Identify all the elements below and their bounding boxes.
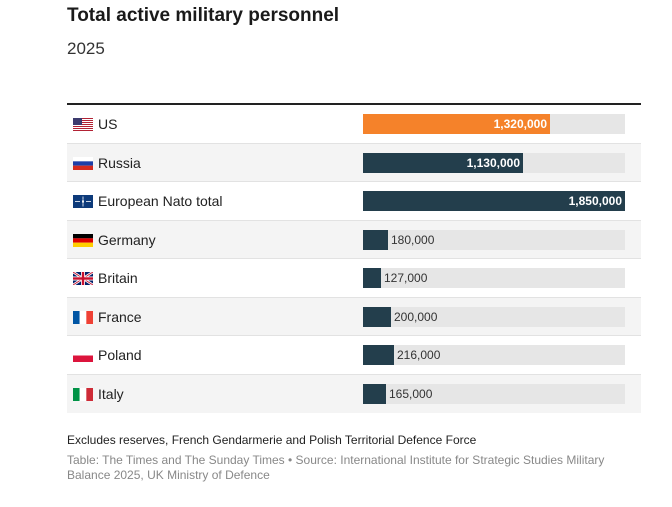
bar-track: 216,000 (363, 345, 625, 365)
bar-track: 1,320,000 (363, 114, 625, 134)
data-label: 1,850,000 (568, 194, 622, 208)
table-row: US 1,320,000 (67, 105, 641, 144)
chart-subtitle: 2025 (67, 39, 105, 58)
bar-britain (363, 268, 381, 288)
table-row: European Nato total 1,850,000 (67, 182, 641, 221)
bar-russia (363, 152, 523, 173)
table-row: Germany 180,000 (67, 220, 641, 259)
table-row: Russia 1,130,000 (67, 143, 641, 182)
category-label: US (98, 116, 118, 132)
footnote: Excludes reserves, French Gendarmerie an… (67, 433, 477, 447)
bar-track: 165,000 (363, 383, 625, 404)
data-label: 180,000 (391, 232, 435, 247)
us-flag-icon (73, 118, 93, 131)
category-label: Russia (98, 154, 141, 171)
nato-flag-icon (73, 195, 93, 208)
chart-title: Total active military personnel (67, 5, 340, 26)
category-label: Poland (98, 347, 142, 363)
bar-european-nato (363, 191, 625, 211)
table-row: Britain 127,000 (67, 259, 641, 298)
data-label: 165,000 (389, 386, 433, 401)
britain-flag-icon (73, 272, 93, 285)
bar-germany (363, 229, 388, 250)
data-label: 1,320,000 (493, 117, 547, 131)
data-label: 127,000 (384, 271, 428, 285)
category-label: Italy (98, 385, 124, 402)
table-row: France 200,000 (67, 297, 641, 336)
germany-flag-icon (73, 233, 93, 247)
bar-us (363, 114, 550, 134)
source-credit: Table: The Times and The Sunday Times • … (67, 453, 605, 482)
bar-track: 1,850,000 (363, 191, 625, 211)
data-label: 216,000 (397, 348, 441, 362)
category-label: European Nato total (98, 193, 223, 209)
category-label: Germany (98, 231, 156, 248)
bar-table: US 1,320,000 Russia 1,130,000 European N… (67, 103, 641, 413)
category-label: Britain (98, 270, 138, 286)
bar-poland (363, 345, 394, 365)
data-label: 1,130,000 (466, 155, 520, 170)
poland-flag-icon (73, 349, 93, 362)
bar-italy (363, 383, 386, 404)
russia-flag-icon (73, 156, 93, 170)
table-row: Poland 216,000 (67, 336, 641, 375)
bar-track: 200,000 (363, 306, 625, 327)
bar-track: 1,130,000 (363, 152, 625, 173)
bar-track: 180,000 (363, 229, 625, 250)
data-label: 200,000 (394, 309, 438, 324)
category-label: France (98, 308, 142, 325)
bar-track: 127,000 (363, 268, 625, 288)
france-flag-icon (73, 310, 93, 324)
italy-flag-icon (73, 387, 93, 401)
bar-france (363, 306, 391, 327)
table-row: Italy 165,000 (67, 374, 641, 413)
